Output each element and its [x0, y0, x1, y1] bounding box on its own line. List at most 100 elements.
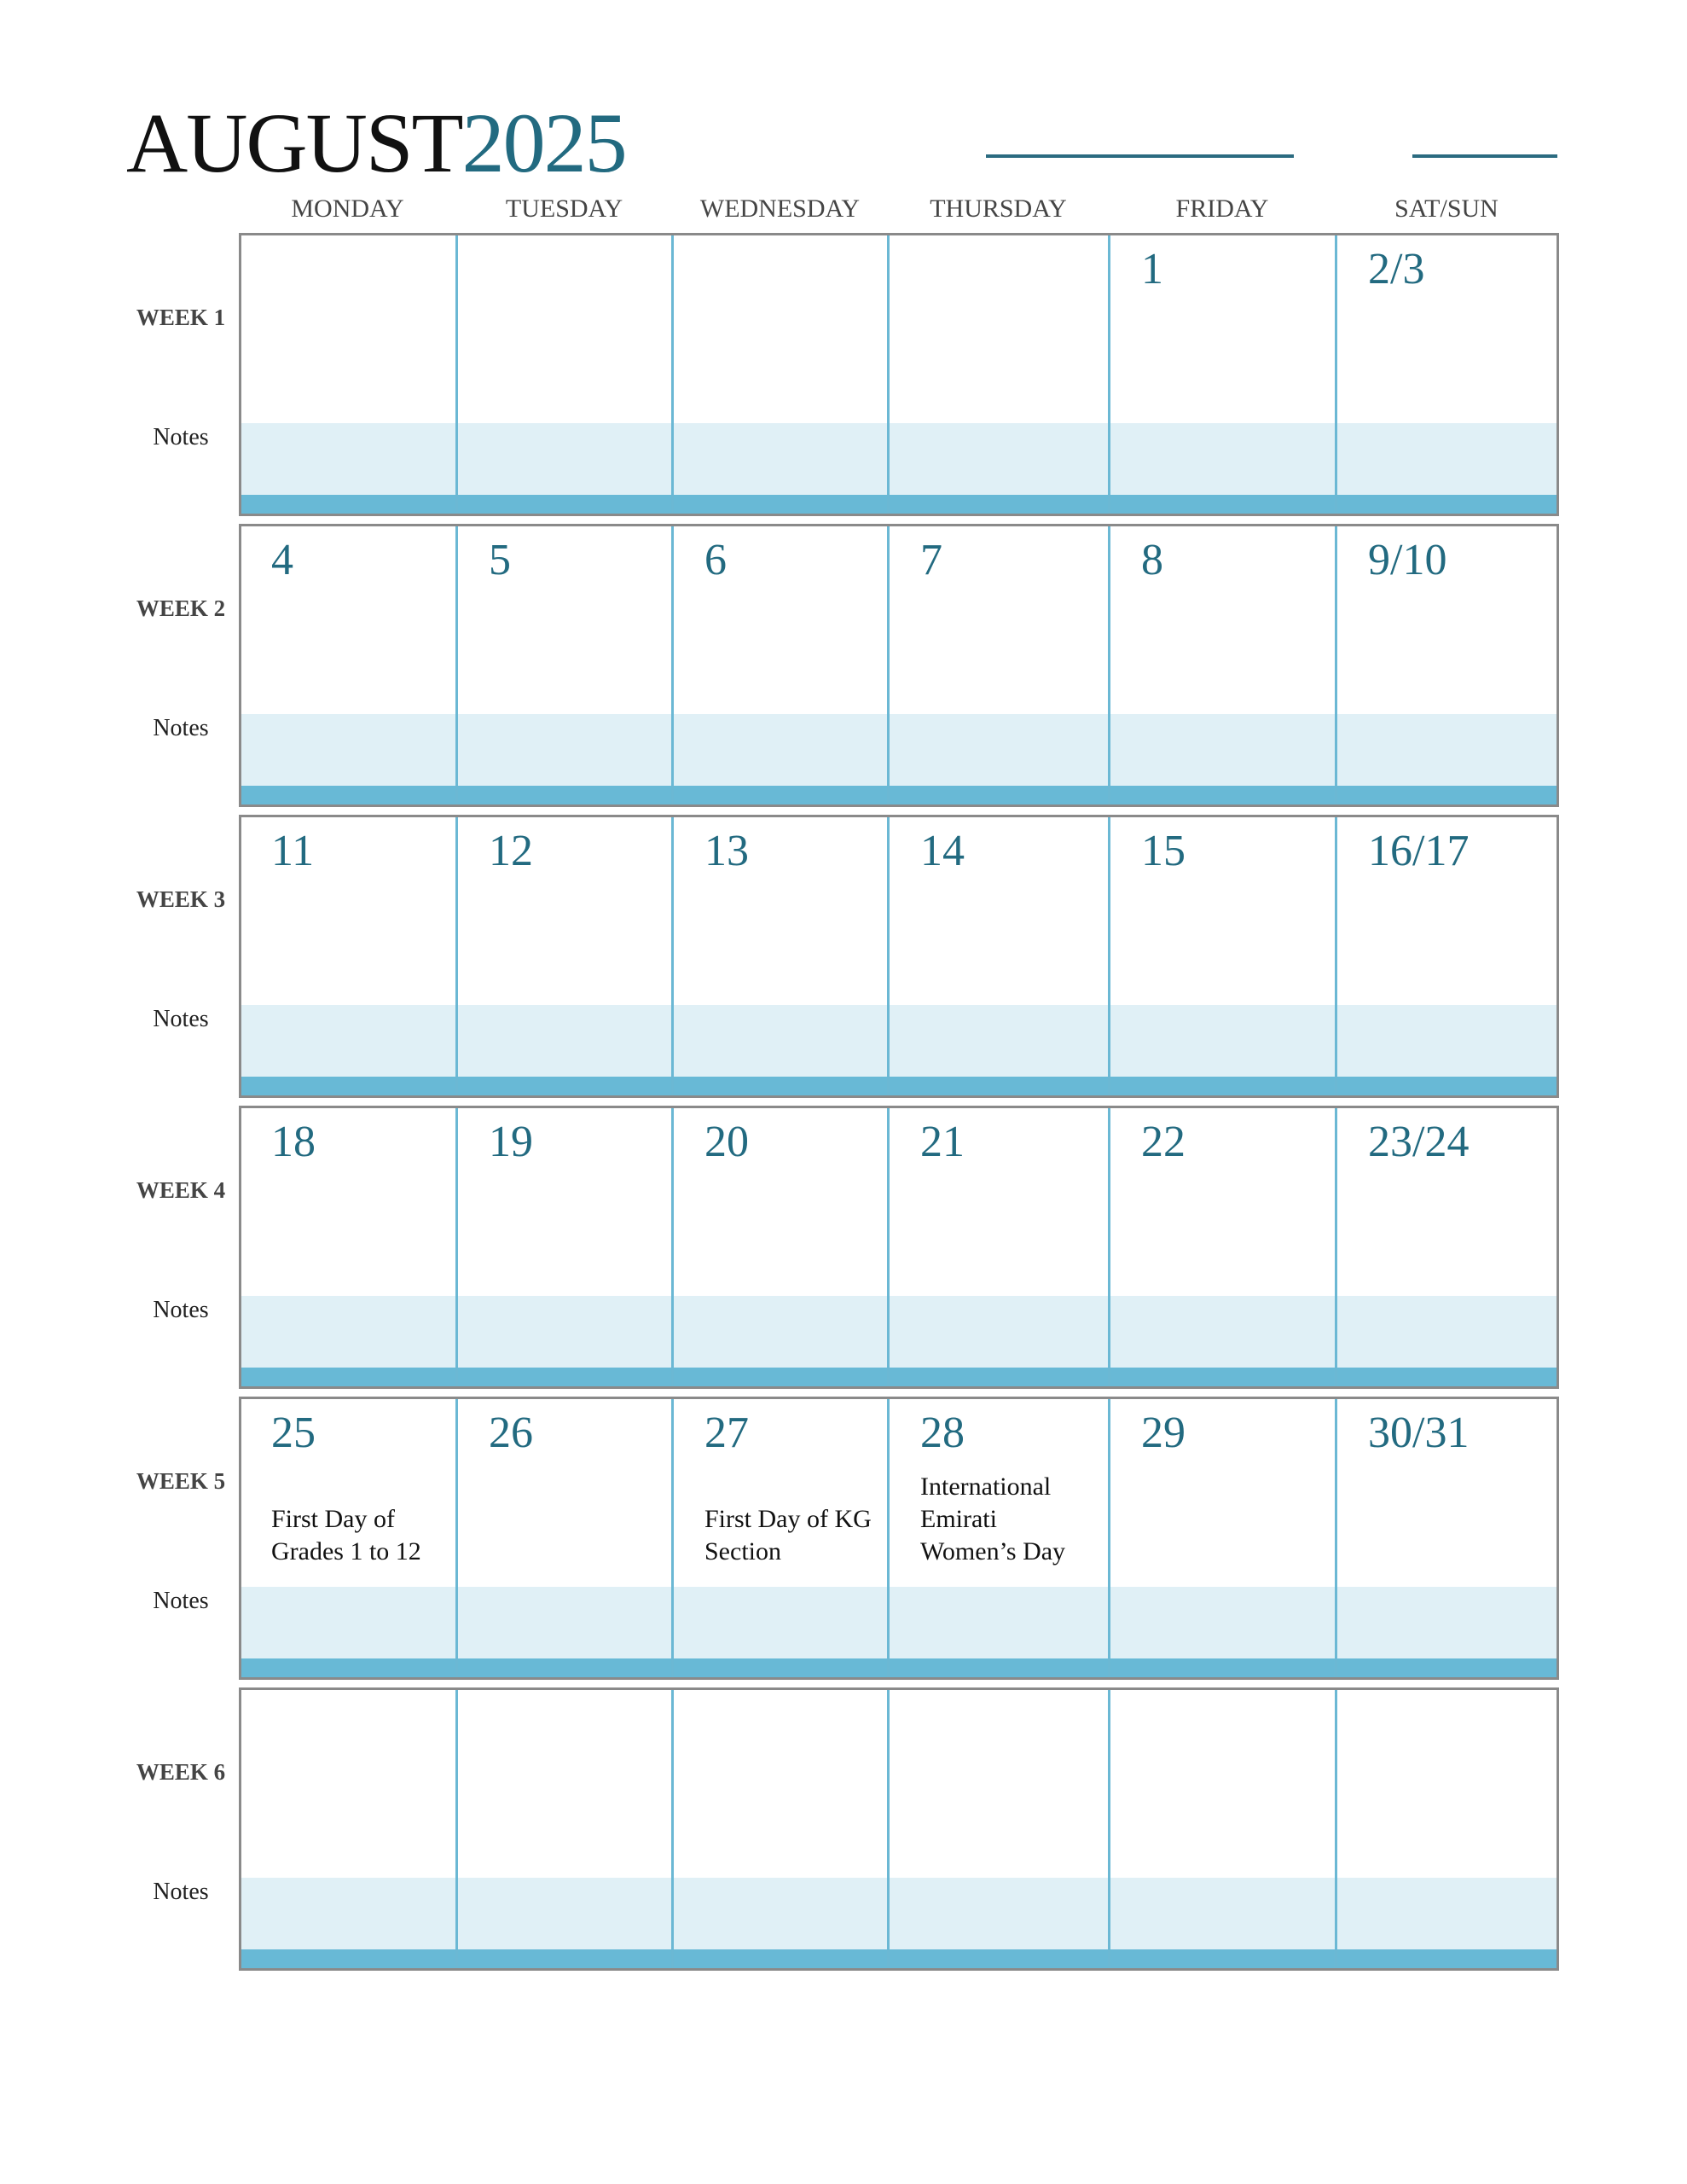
date-number: 26: [489, 1409, 533, 1457]
column-divider: [455, 1108, 458, 1386]
day-cell[interactable]: 6: [672, 526, 888, 804]
day-cell[interactable]: 2/3: [1336, 235, 1557, 514]
day-header: FRIDAY: [1175, 195, 1269, 223]
column-divider: [671, 526, 674, 804]
event-text: Grades 1 to 12: [271, 1537, 421, 1565]
event-text: First Day of: [271, 1505, 395, 1533]
column-divider: [671, 1690, 674, 1968]
week-row: 25 First Day of Grades 1 to 12 26 27 First Da…: [239, 1397, 1559, 1680]
event-text: International: [920, 1472, 1052, 1501]
day-cell[interactable]: [239, 1690, 456, 1968]
column-divider: [1335, 526, 1337, 804]
day-cell[interactable]: 18: [239, 1108, 456, 1386]
day-cell[interactable]: [456, 235, 672, 514]
week-row: 4 5 6 7 8 9/10: [239, 524, 1559, 807]
day-cell[interactable]: [888, 235, 1109, 514]
day-cell[interactable]: 29: [1109, 1399, 1336, 1677]
column-divider: [1108, 1108, 1110, 1386]
date-number: 27: [704, 1409, 749, 1457]
day-cell[interactable]: 20: [672, 1108, 888, 1386]
date-number: 12: [489, 827, 533, 875]
day-cell[interactable]: [672, 235, 888, 514]
name-line: [986, 154, 1294, 158]
day-cell[interactable]: 30/31: [1336, 1399, 1557, 1677]
title-year: 2025: [461, 96, 628, 190]
day-cell[interactable]: 13: [672, 817, 888, 1095]
column-divider: [1108, 526, 1110, 804]
day-header: MONDAY: [291, 195, 404, 223]
notes-label: Notes: [153, 1879, 209, 1905]
day-cell[interactable]: 15: [1109, 817, 1336, 1095]
column-divider: [887, 1108, 890, 1386]
column-divider: [1335, 235, 1337, 514]
day-cell[interactable]: 5: [456, 526, 672, 804]
day-cell[interactable]: 26: [456, 1399, 672, 1677]
column-divider: [1108, 235, 1110, 514]
date-number: 8: [1141, 536, 1163, 584]
day-cell[interactable]: 16/17: [1336, 817, 1557, 1095]
notes-area[interactable]: [241, 1296, 1557, 1368]
day-cell[interactable]: 9/10: [1336, 526, 1557, 804]
column-divider: [887, 526, 890, 804]
column-divider: [671, 1399, 674, 1677]
day-cell[interactable]: [239, 235, 456, 514]
date-number: 5: [489, 536, 511, 584]
week-footer-band: [241, 1077, 1557, 1095]
week-footer-band: [241, 1658, 1557, 1677]
date-number: 25: [271, 1409, 316, 1457]
day-cell[interactable]: [456, 1690, 672, 1968]
week-footer-band: [241, 1368, 1557, 1386]
week-label: WEEK 4: [136, 1177, 226, 1203]
event-text: Section: [704, 1537, 781, 1565]
notes-label: Notes: [153, 1588, 209, 1614]
day-cell[interactable]: 22: [1109, 1108, 1336, 1386]
day-cell[interactable]: 19: [456, 1108, 672, 1386]
day-cell[interactable]: 1: [1109, 235, 1336, 514]
day-cell[interactable]: 14: [888, 817, 1109, 1095]
day-cell[interactable]: 7: [888, 526, 1109, 804]
column-divider: [887, 1399, 890, 1677]
day-cell[interactable]: [1109, 1690, 1336, 1968]
day-cell[interactable]: [672, 1690, 888, 1968]
column-divider: [455, 817, 458, 1095]
week-footer-band: [241, 1949, 1557, 1968]
column-divider: [1335, 817, 1337, 1095]
notes-area[interactable]: [241, 714, 1557, 786]
date-number: 16/17: [1368, 827, 1470, 875]
date-number: 23/24: [1368, 1118, 1470, 1166]
day-cell[interactable]: 4: [239, 526, 456, 804]
notes-area[interactable]: [241, 1878, 1557, 1949]
date-number: 21: [920, 1118, 965, 1166]
day-header: WEDNESDAY: [699, 195, 861, 223]
day-header: SAT/SUN: [1394, 195, 1499, 223]
column-divider: [1335, 1108, 1337, 1386]
day-cell[interactable]: 27 First Day of KG Section: [672, 1399, 888, 1677]
week-label: WEEK 2: [136, 595, 226, 621]
week-label: WEEK 6: [136, 1759, 226, 1785]
date-line: [1412, 154, 1557, 158]
day-cell[interactable]: 28 International Emirati Women’s Day: [888, 1399, 1109, 1677]
day-cell[interactable]: 8: [1109, 526, 1336, 804]
column-divider: [455, 235, 458, 514]
notes-area[interactable]: [241, 1587, 1557, 1658]
day-cell[interactable]: [888, 1690, 1109, 1968]
day-cell[interactable]: 25 First Day of Grades 1 to 12: [239, 1399, 456, 1677]
day-cell[interactable]: 12: [456, 817, 672, 1095]
day-cell[interactable]: 21: [888, 1108, 1109, 1386]
column-divider: [1335, 1399, 1337, 1677]
week-row: [239, 1687, 1559, 1971]
column-divider: [1335, 1690, 1337, 1968]
column-divider: [455, 1690, 458, 1968]
date-number: 2/3: [1368, 245, 1425, 293]
notes-area[interactable]: [241, 1005, 1557, 1077]
date-number: 1: [1141, 245, 1163, 293]
notes-area[interactable]: [241, 423, 1557, 495]
column-divider: [671, 817, 674, 1095]
day-cell[interactable]: 11: [239, 817, 456, 1095]
date-number: 9/10: [1368, 536, 1447, 584]
date-number: 22: [1141, 1118, 1186, 1166]
event-text: Women’s Day: [920, 1537, 1066, 1565]
day-cell[interactable]: 23/24: [1336, 1108, 1557, 1386]
day-cell[interactable]: [1336, 1690, 1557, 1968]
notes-label: Notes: [153, 1006, 209, 1032]
